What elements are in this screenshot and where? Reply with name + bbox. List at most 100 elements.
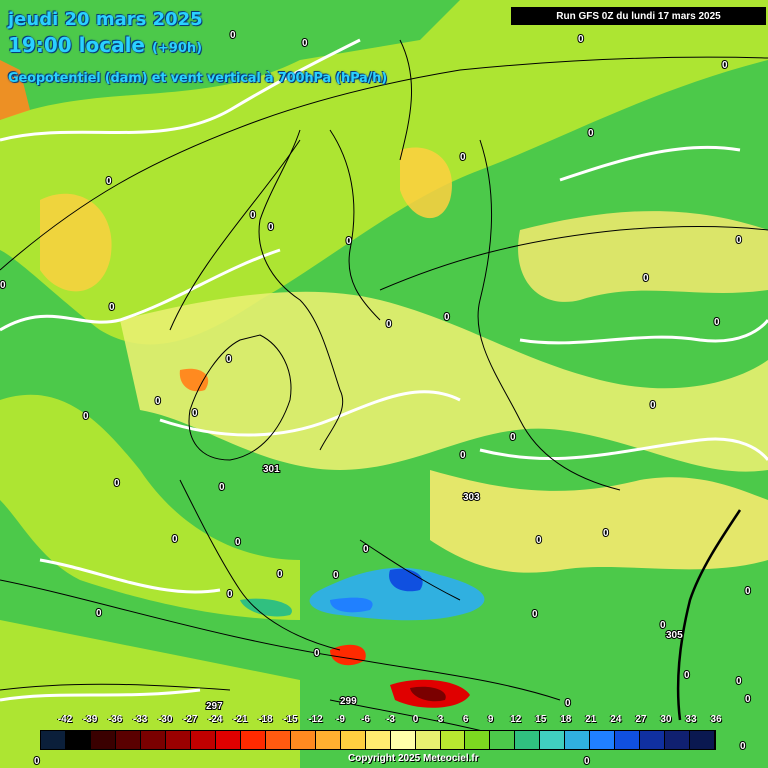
contour-label: 0: [346, 236, 352, 247]
contour-label: 0: [643, 273, 649, 284]
contour-label: 0: [172, 534, 178, 545]
field-positive: [179, 368, 209, 392]
contour-label: 0: [277, 569, 283, 580]
legend-swatch: [390, 731, 416, 749]
contour-label: 0: [684, 670, 690, 681]
field-band: [120, 291, 768, 472]
forecast-date: jeudi 20 mars 2025: [8, 9, 203, 30]
forecast-time-label: 19:00 locale: [8, 33, 145, 57]
contour-label: 0: [460, 450, 466, 461]
contour-label: 0: [736, 235, 742, 246]
field-band: [0, 0, 768, 345]
contour-label: 0: [96, 608, 102, 619]
contour-label: 0: [226, 354, 232, 365]
legend-swatch: [340, 731, 366, 749]
legend-tick-label: 21: [585, 714, 597, 725]
field-positive: [410, 686, 446, 702]
legend-tick-label: -39: [82, 714, 98, 725]
contour-label: 0: [745, 586, 751, 597]
contour-label: 0: [745, 694, 751, 705]
contour-label: 0: [650, 400, 656, 411]
legend-tick-label: 27: [635, 714, 647, 725]
legend-tick-label: -18: [258, 714, 273, 725]
zero-labels: 0 0 0 0 0 0 0 0 0 0 0 0 0 0 0 0 0 0 0 0 …: [0, 29, 752, 768]
geopotential-contours: [0, 56, 768, 741]
legend-swatch: [265, 731, 291, 749]
legend-swatch: [315, 731, 341, 749]
legend-swatch: [65, 731, 91, 749]
legend-swatch: [690, 731, 716, 749]
contour-label: 0: [34, 756, 40, 767]
contour-label: 0: [302, 38, 308, 49]
forecast-time: 19:00 locale (+90h): [8, 33, 202, 57]
contour-label: 0: [578, 34, 584, 45]
legend-tick-label: -36: [107, 714, 123, 725]
legend-tick-label: -3: [386, 714, 395, 725]
contour-label: 0: [155, 396, 161, 407]
legend-swatch: [640, 731, 666, 749]
contour-label: 0: [83, 411, 89, 422]
map-subtitle: Geopotentiel (dam) et vent vertical à 70…: [8, 71, 387, 86]
contour-label: 0: [219, 482, 225, 493]
field-negative: [330, 597, 373, 613]
legend-tick-label: 24: [610, 714, 622, 725]
legend-tick-label: -15: [283, 714, 298, 725]
contour-label: 0: [532, 609, 538, 620]
field-band: [400, 147, 452, 219]
legend-tick-label: -42: [57, 714, 73, 725]
legend-tick-label: 30: [660, 714, 672, 725]
coastlines: [179, 39, 621, 651]
contour-label: 0: [660, 620, 666, 631]
legend-tick-label: 18: [560, 714, 572, 725]
run-label: Run GFS 0Z du lundi 17 mars 2025: [511, 7, 766, 25]
contour-label: 0: [444, 312, 450, 323]
geopotential-label: 305: [666, 630, 683, 641]
legend-swatch: [440, 731, 466, 749]
legend-swatch: [365, 731, 391, 749]
legend-tick-label: 3: [437, 714, 444, 725]
legend-tick-label: -12: [308, 714, 323, 725]
contour-label: 0: [268, 222, 274, 233]
forecast-lead: (+90h): [151, 41, 203, 56]
legend-tick-label: -9: [335, 714, 345, 725]
legend-tick-label: -21: [233, 714, 248, 725]
legend-swatch: [415, 731, 441, 749]
contour-label: 0: [565, 698, 571, 709]
legend-ticks: -42 -39 -36 -33 -30 -27 -24 -21 -18 -15 -12 -9 -6 -3 0…: [40, 712, 722, 729]
contour-label: 0: [714, 317, 720, 328]
contour-label: 0: [740, 741, 746, 752]
contour-label: 0: [314, 648, 320, 659]
field-band: [0, 394, 300, 620]
legend-swatch: [465, 731, 491, 749]
legend-swatch: [41, 731, 66, 749]
contour-label: 0: [192, 408, 198, 419]
contour-label: 0: [386, 319, 392, 330]
geopotential-label: 299: [340, 696, 357, 707]
legend-swatch: [665, 731, 691, 749]
contour-label: 0: [230, 30, 236, 41]
legend-swatch: [90, 731, 116, 749]
legend-tick-label: 33: [685, 714, 697, 725]
field-negative: [240, 598, 292, 617]
legend-tick-label: -33: [132, 714, 148, 725]
field-band: [518, 211, 768, 302]
legend-swatch: [515, 731, 541, 749]
contour-label: 0: [0, 280, 6, 291]
contour-label: 0: [736, 676, 742, 687]
legend-swatch: [615, 731, 641, 749]
legend-tick-label: 36: [710, 714, 722, 725]
field-band: [430, 470, 768, 573]
legend-swatch: [565, 731, 591, 749]
legend-swatch: [140, 731, 166, 749]
legend-tick-label: 15: [535, 714, 547, 725]
contour-label: 0: [460, 152, 466, 163]
contour-label: 0: [603, 528, 609, 539]
legend-swatch: [215, 731, 241, 749]
legend-swatch: [590, 731, 616, 749]
contour-label: 0: [722, 60, 728, 71]
color-legend: -42 -39 -36 -33 -30 -27 -24 -21 -18 -15 -12 -9 -6 -3 0…: [40, 712, 722, 752]
field-band: [40, 193, 112, 292]
contour-label: 0: [227, 589, 233, 600]
legend-tick-label: 12: [510, 714, 522, 725]
contour-label: 0: [536, 535, 542, 546]
